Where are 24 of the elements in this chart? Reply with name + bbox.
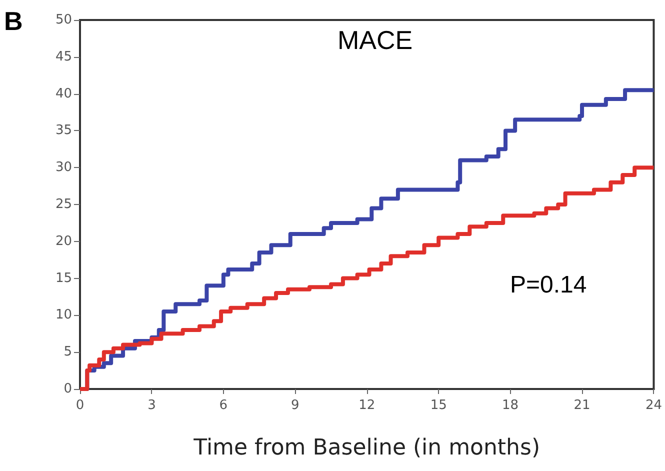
y-tick-label: 20 <box>55 234 72 249</box>
annotation: P=0.14 <box>510 272 587 298</box>
x-tick-label: 15 <box>430 398 447 413</box>
text: B <box>4 6 23 36</box>
y-tick-label: 35 <box>55 123 72 138</box>
x-tick-label: 12 <box>358 398 376 413</box>
y-tick-label: 30 <box>55 160 72 176</box>
y-tick-label: 40 <box>55 86 72 102</box>
y-tick-label: 25 <box>55 197 72 212</box>
y-tick-label: 50 <box>55 12 72 28</box>
x-tick-label: 24 <box>645 398 662 413</box>
chart-title: MACE <box>337 25 413 55</box>
y-tick-label: 45 <box>55 49 72 64</box>
y-tick-label: 10 <box>55 308 72 323</box>
x-tick-label: 3 <box>148 398 156 413</box>
y-tick-label: 0 <box>64 382 72 396</box>
x-tick-label: 6 <box>219 398 228 413</box>
x-axis-title: Time from Baseline (in months) <box>192 436 540 460</box>
x-tick-label: 0 <box>76 398 84 413</box>
x-tick-label: 18 <box>502 398 519 413</box>
x-tick-label: 9 <box>291 398 300 413</box>
x-tick-label: 21 <box>574 398 590 413</box>
y-tick-label: 5 <box>64 344 72 360</box>
y-tick-label: 15 <box>55 270 72 286</box>
